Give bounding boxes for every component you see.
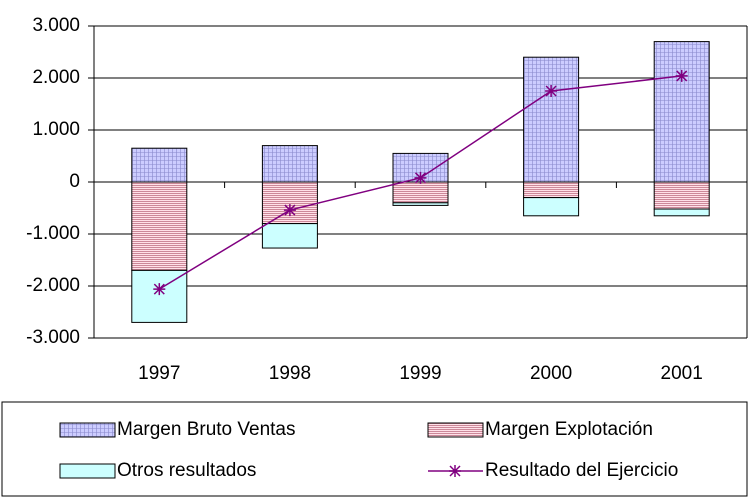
bar: [261, 223, 318, 249]
legend-box: [1, 401, 748, 497]
bar: [653, 181, 710, 210]
y-tick-label: -1.000: [26, 223, 80, 244]
bar: [523, 181, 580, 199]
bar: [261, 145, 318, 183]
y-tick-label: -2.000: [26, 275, 80, 296]
legend-label: Resultado del Ejercicio: [485, 460, 678, 481]
bar: [653, 41, 710, 183]
bar: [131, 181, 188, 271]
legend-swatch: [59, 463, 116, 479]
legend-label: Otros resultados: [117, 460, 256, 481]
y-tick-label: -3.000: [26, 327, 80, 348]
marker: [283, 204, 296, 217]
legend-label: Margen Bruto Ventas: [117, 419, 296, 440]
y-tick-label: 2.000: [32, 67, 80, 88]
y-tick-label: 3.000: [32, 15, 80, 36]
marker: [675, 69, 688, 82]
legend-swatch: [427, 422, 484, 438]
bar: [131, 269, 188, 323]
y-tick-label: 0: [69, 171, 80, 192]
x-tick-label: 2000: [530, 363, 572, 384]
bar: [523, 197, 580, 217]
bar: [523, 56, 580, 183]
x-tick-label: 1997: [138, 363, 180, 384]
marker: [153, 283, 166, 296]
x-tick-label: 2001: [661, 363, 703, 384]
bar: [392, 202, 449, 206]
bar: [261, 181, 318, 225]
bar: [392, 181, 449, 204]
marker: [414, 171, 427, 184]
bar: [131, 147, 188, 183]
legend-label: Margen Explotación: [485, 419, 653, 440]
legend-marker: [449, 465, 461, 477]
bar: [653, 208, 710, 217]
legend-swatch: [59, 422, 116, 438]
marker: [545, 85, 558, 97]
y-tick-label: 1.000: [32, 119, 80, 140]
x-tick-label: 1999: [399, 363, 441, 384]
x-tick-label: 1998: [269, 363, 311, 384]
